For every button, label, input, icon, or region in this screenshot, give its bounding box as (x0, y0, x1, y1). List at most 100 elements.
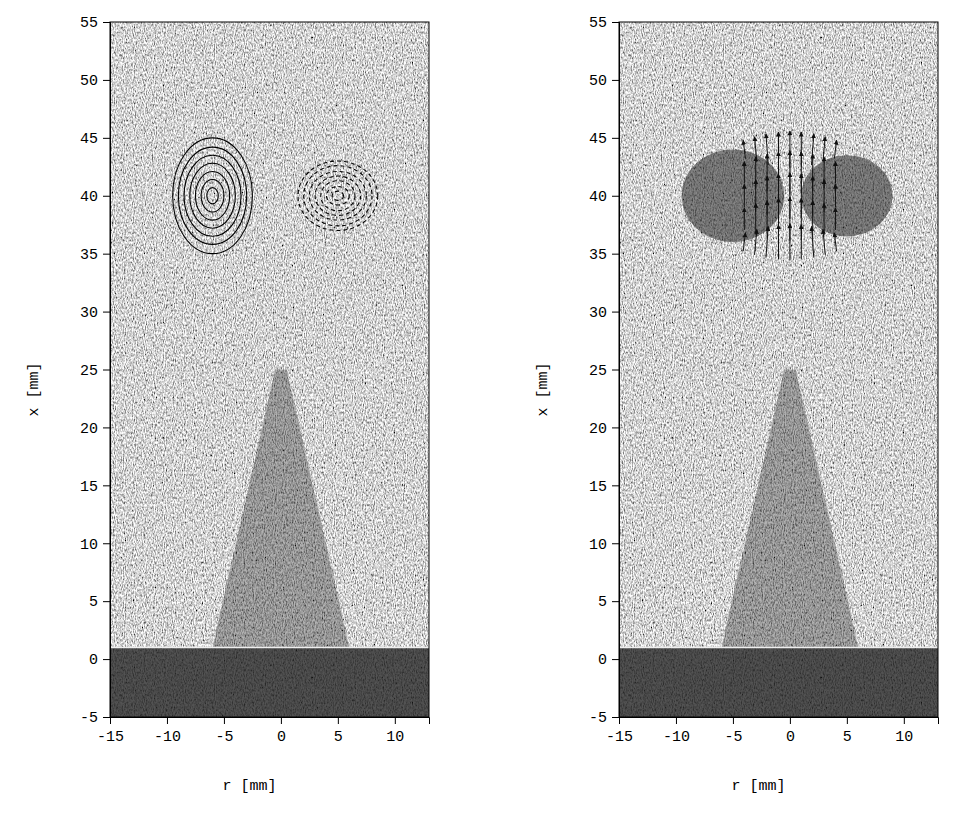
y-tick-label: 5 (598, 594, 607, 611)
contour-line (195, 171, 229, 220)
vector (766, 134, 768, 165)
y-tick-mark (103, 543, 110, 544)
y-tick-mark (103, 427, 110, 428)
contour-line (321, 181, 355, 211)
contour-line (309, 171, 366, 220)
x-tick: -10 (663, 717, 690, 746)
y-tick-mark (612, 254, 619, 255)
x-tick-label: 10 (386, 729, 404, 746)
wall-edge (619, 647, 938, 649)
y-tick: 40 (80, 189, 110, 206)
y-axis-line (612, 23, 620, 718)
x-tick-mark (395, 717, 396, 724)
y-tick-mark (612, 312, 619, 313)
x-axis: -15-10-50510 (606, 717, 939, 746)
y-tick-mark (103, 138, 110, 139)
y-tick: 0 (89, 652, 110, 669)
x-tick-mark (619, 717, 620, 724)
panel: -15-10-50510-50510152025303540455055r [m… (535, 15, 939, 795)
x-axis: -15-10-50510 (97, 717, 430, 746)
plot-area (110, 22, 429, 717)
y-tick-mark (612, 80, 619, 81)
x-tick-label: 5 (843, 729, 852, 746)
contour-line (190, 163, 236, 228)
y-tick-label: 40 (589, 189, 607, 206)
y-tick-label: 0 (598, 652, 607, 669)
y-tick: 10 (80, 537, 110, 554)
y-tick-mark (612, 717, 619, 718)
y-tick-mark (612, 659, 619, 660)
contour-line (332, 191, 343, 200)
y-tick-label: 5 (89, 594, 98, 611)
x-axis-title: r [mm] (731, 778, 785, 795)
y-tick: 5 (598, 594, 619, 611)
contour-line (326, 186, 349, 205)
wall-edge (110, 647, 429, 649)
x-tick-label: 5 (334, 729, 343, 746)
y-tick-label: 10 (589, 537, 607, 554)
x-tick-label: -5 (724, 729, 742, 746)
frame (619, 22, 938, 717)
y-tick: 25 (589, 363, 619, 380)
y-tick-label: 30 (589, 305, 607, 322)
x-tick: 10 (895, 717, 913, 746)
x-tick: -5 (215, 717, 233, 746)
shading (801, 155, 892, 236)
vector (755, 137, 757, 162)
x-tick-mark (904, 717, 905, 724)
y-tick: 55 (589, 15, 619, 32)
y-tick-label: 20 (589, 421, 607, 438)
y-tick: 40 (589, 189, 619, 206)
y-tick-label: 40 (80, 189, 98, 206)
y-tick-label: 20 (80, 421, 98, 438)
contour-line (315, 176, 361, 215)
x-tick-label: 10 (895, 729, 913, 746)
x-tick-label: 0 (277, 729, 286, 746)
y-tick: -5 (80, 710, 110, 727)
vector (834, 233, 836, 252)
vector (835, 162, 836, 184)
y-tick-mark (103, 659, 110, 660)
y-tick: 30 (80, 305, 110, 322)
y-tick-label: -5 (80, 710, 98, 727)
y-tick: 45 (80, 131, 110, 148)
y-tick: 50 (80, 73, 110, 90)
y-axis: -50510152025303540455055 (80, 15, 111, 727)
wall (619, 648, 938, 718)
x-tick-mark (733, 717, 734, 724)
vector (801, 132, 802, 167)
x-tick: 10 (386, 717, 404, 746)
contour-line (298, 161, 378, 231)
y-tick-label: 25 (80, 363, 98, 380)
x-tick-mark (110, 717, 111, 724)
y-tick: 5 (89, 594, 110, 611)
x-axis-title: r [mm] (222, 778, 276, 795)
y-tick: 20 (589, 421, 619, 438)
contour-line (178, 147, 246, 244)
plot-area (619, 22, 938, 717)
vector (744, 208, 745, 230)
vector (835, 208, 836, 230)
y-tick-mark (103, 601, 110, 602)
y-tick: 25 (80, 363, 110, 380)
x-axis-line (111, 718, 430, 725)
x-tick-mark (676, 717, 677, 724)
panel: -15-10-50510-50510152025303540455055r [m… (26, 15, 430, 795)
y-axis-title: x [mm] (535, 362, 552, 416)
contour-line (207, 188, 218, 204)
x-tick-mark (338, 717, 339, 724)
y-tick: 20 (80, 421, 110, 438)
x-tick-mark (224, 717, 225, 724)
y-tick-mark (103, 312, 110, 313)
y-tick-mark (612, 601, 619, 602)
y-tick-mark (612, 370, 619, 371)
y-tick-label: 50 (589, 73, 607, 90)
y-axis-line (103, 23, 111, 718)
x-tick: 5 (843, 717, 852, 746)
x-tick-label: -15 (606, 729, 633, 746)
x-tick-label: -10 (663, 729, 690, 746)
y-tick-mark (103, 254, 110, 255)
vector (743, 140, 745, 159)
y-tick: 15 (589, 479, 619, 496)
y-tick-label: 50 (80, 73, 98, 90)
